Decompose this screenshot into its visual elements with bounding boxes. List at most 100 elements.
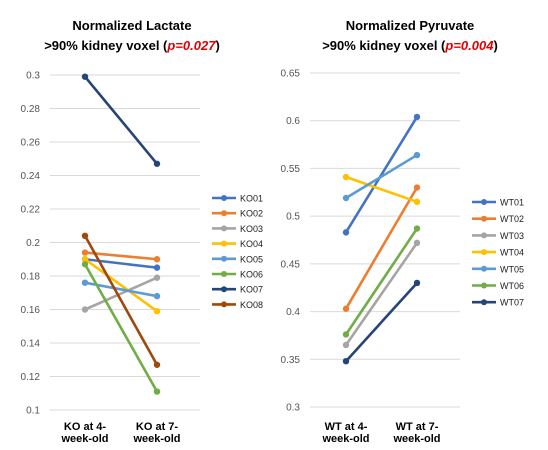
lactate-legend-label: KO02 (240, 209, 263, 219)
lactate-series-line-ko03 (83, 276, 159, 311)
pyruvate-point-wt05-week7 (413, 151, 421, 159)
lactate-y-tick-label: 0.14 (21, 339, 41, 350)
lactate-point-ko06-week4 (81, 261, 89, 268)
pyruvate-legend-label: WT07 (500, 298, 524, 308)
lactate-legend-label: KO04 (240, 239, 263, 249)
pyruvate-title-text: >90% kidney voxel ( (322, 38, 446, 53)
pyruvate-x-category-label: week-old (321, 433, 369, 445)
pyruvate-legend-label: WT03 (500, 231, 524, 241)
lactate-legend-marker (221, 195, 227, 201)
lactate-title-line1: Normalized Lactate (72, 18, 191, 33)
pyruvate-series-line-wt02 (344, 186, 419, 311)
lactate-y-tick-label: 0.24 (21, 171, 41, 182)
pyruvate-p-value: p=0.004 (444, 38, 494, 53)
lactate-y-tick-label: 0.2 (26, 238, 40, 249)
lactate-legend-label: KO06 (240, 270, 263, 280)
lactate-p-value: p=0.027 (166, 38, 216, 53)
lactate-point-ko06-week7 (153, 388, 161, 395)
pyruvate-series-line-wt05 (344, 153, 419, 200)
lactate-point-ko07-week4 (81, 73, 89, 80)
pyruvate-point-wt04-week7 (413, 198, 421, 206)
lactate-point-ko02-week7 (153, 256, 161, 263)
lactate-x-category-label: week-old (60, 433, 108, 445)
lactate-point-ko03-week7 (153, 274, 161, 281)
lactate-legend-marker (221, 271, 227, 277)
lactate-legend-marker (221, 255, 227, 262)
lactate-legend-label: KO01 (240, 194, 263, 204)
pyruvate-title-line2: >90% kidney voxel (p=0.004) (322, 38, 498, 53)
lactate-point-ko07-week7 (153, 160, 161, 167)
pyruvate-legend-marker (481, 215, 487, 222)
pyruvate-point-wt02-week7 (413, 184, 421, 191)
pyruvate-point-wt04-week4 (342, 173, 350, 181)
lactate-series-line-ko01 (83, 257, 159, 269)
pyruvate-x-category-label: WT at 4- (325, 421, 368, 433)
lactate-legend-label: KO05 (240, 254, 263, 264)
pyruvate-y-tick-label: 0.45 (281, 259, 301, 270)
pyruvate-x-category-label: week-old (392, 433, 440, 445)
pyruvate-y-tick-label: 0.65 (281, 69, 301, 80)
pyruvate-legend-label: WT05 (500, 264, 524, 274)
lactate-point-ko01-week7 (153, 264, 161, 271)
pyruvate-y-tick-label: 0.5 (286, 212, 300, 223)
lactate-legend-marker (221, 210, 227, 217)
pyruvate-legend-marker (481, 299, 487, 306)
lactate-title-text: >90% kidney voxel ( (44, 38, 168, 53)
lactate-y-tick-label: 0.3 (26, 71, 40, 82)
pyruvate-y-tick-label: 0.55 (281, 164, 301, 175)
pyruvate-point-wt01-week4 (342, 229, 350, 236)
pyruvate-legend-marker (481, 199, 487, 205)
lactate-x-category-label: week-old (132, 433, 180, 445)
lactate-point-ko08-week7 (153, 361, 161, 368)
pyruvate-series-line-wt04 (344, 175, 419, 204)
lactate-legend-label: KO03 (240, 224, 263, 234)
lactate-series-line-ko02 (83, 251, 159, 261)
lactate-y-tick-label: 0.1 (26, 406, 40, 417)
lactate-legend-label: KO07 (240, 285, 263, 295)
lactate-series-line-ko06 (83, 262, 159, 393)
lactate-legend-label: KO08 (240, 300, 263, 310)
lactate-point-ko04-week7 (153, 307, 161, 315)
lactate-chart: 0.1 0.12 0.14 0.16 0.18 0.2 0.22 0.24 0.26 0.28 0.… (21, 71, 263, 446)
lactate-point-ko05-week7 (153, 292, 161, 300)
pyruvate-legend-label: WT04 (500, 248, 524, 258)
lactate-legend-marker (221, 240, 227, 247)
pyruvate-title-close: ) (493, 38, 497, 53)
lactate-title-line2: >90% kidney voxel (p=0.027) (44, 38, 220, 53)
pyruvate-legend-marker (481, 232, 487, 239)
lactate-x-category-label: KO at 7- (136, 421, 179, 433)
pyruvate-legend-marker (481, 265, 487, 272)
lactate-y-tick-label: 0.28 (21, 104, 41, 115)
pyruvate-y-tick-label: 0.6 (286, 116, 300, 127)
pyruvate-point-wt07-week4 (342, 357, 350, 365)
pyruvate-legend-marker (481, 282, 487, 289)
lactate-y-tick-label: 0.12 (21, 372, 41, 383)
lactate-point-ko04-week4 (81, 256, 89, 263)
lactate-legend-marker (221, 286, 227, 293)
pyruvate-y-tick-label: 0.4 (286, 307, 300, 318)
lactate-x-category-label: KO at 4- (64, 421, 107, 433)
lactate-point-ko05-week4 (81, 279, 89, 286)
pyruvate-point-wt01-week7 (413, 113, 421, 121)
pyruvate-legend-marker (481, 249, 487, 256)
lactate-y-tick-label: 0.18 (21, 272, 41, 283)
pyruvate-series-line-wt03 (344, 241, 419, 347)
pyruvate-point-wt03-week4 (342, 341, 350, 349)
lactate-y-tick-label: 0.26 (21, 138, 41, 149)
pyruvate-series-line-wt01 (344, 115, 419, 234)
pyruvate-point-wt07-week7 (413, 279, 421, 287)
lactate-series-line-ko04 (83, 257, 159, 313)
pyruvate-point-wt06-week7 (413, 225, 421, 232)
pyruvate-y-tick-label: 0.35 (281, 355, 301, 366)
pyruvate-point-wt06-week4 (342, 331, 350, 338)
pyruvate-legend-label: WT01 (500, 198, 524, 208)
lactate-y-tick-label: 0.16 (21, 305, 41, 316)
pyruvate-series-line-wt06 (344, 227, 419, 336)
lactate-point-ko03-week4 (81, 306, 89, 313)
lactate-point-ko08-week4 (81, 232, 89, 239)
pyruvate-y-tick-label: 0.3 (286, 403, 300, 414)
pyruvate-series-line-wt07 (344, 281, 419, 363)
pyruvate-point-wt03-week7 (413, 239, 421, 247)
